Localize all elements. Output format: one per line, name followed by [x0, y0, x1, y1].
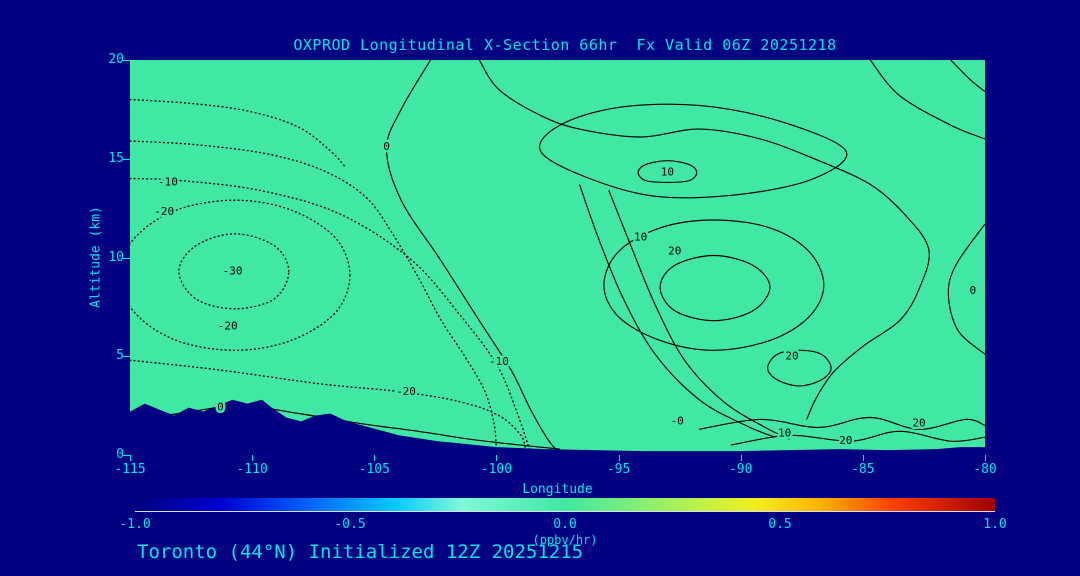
y-tick-label: 15 — [108, 150, 124, 166]
y-tick-label: 10 — [108, 249, 124, 265]
contour-label: 10 — [778, 426, 791, 439]
colorbar-units-label: (ppbv/hr) — [532, 533, 598, 547]
contour-label: 20 — [839, 434, 852, 447]
x-tick-label: -90 — [728, 462, 753, 477]
x-axis-label: Longitude — [522, 482, 593, 497]
colorbar-gradient — [135, 498, 995, 512]
contour-line-level-20 — [767, 349, 832, 387]
x-tick-label: -110 — [236, 462, 268, 477]
y-tick-mark — [123, 257, 130, 259]
colorbar-tick-label: -0.5 — [334, 517, 366, 532]
contour-line-level--30 — [178, 233, 290, 310]
x-tick-mark — [374, 455, 376, 461]
footer-text: Toronto (44°N) Initialized 12Z 20251215 — [137, 541, 584, 563]
contour-plot-svg: -10 -20 -30 -20 -20 -10 0 0 10 10 20 0 20 -0 10 20 20 — [130, 60, 985, 455]
y-tick-mark — [123, 356, 130, 358]
x-tick-label: -80 — [973, 462, 997, 477]
x-tick-label: -105 — [358, 462, 390, 477]
contour-label: 10 — [634, 231, 647, 244]
x-tick-label: -85 — [851, 462, 875, 477]
x-tick-mark — [496, 455, 498, 461]
colorbar-tick-label: 0.0 — [553, 517, 577, 532]
contour-line-level-0 — [538, 103, 848, 199]
contour-label: -20 — [396, 385, 416, 398]
contour-line-level-10 — [603, 219, 825, 351]
x-tick-mark — [618, 455, 620, 461]
contour-line-level-10 — [608, 190, 790, 440]
contour-line-level-0 — [869, 60, 985, 140]
contour-line-level-0 — [950, 60, 985, 93]
contour-line-level--20 — [130, 359, 527, 452]
x-tick-mark — [740, 455, 742, 461]
contour-line-level-20 — [730, 430, 985, 446]
contour-line-level--10 — [130, 98, 346, 168]
contour-label: 20 — [912, 416, 925, 429]
x-tick-mark — [862, 455, 864, 461]
contour-line-level-0 — [385, 60, 558, 452]
contour-line-level-0 — [947, 223, 985, 355]
colorbar-tick-label: 0.5 — [768, 517, 792, 532]
x-tick-label: -100 — [480, 462, 513, 477]
x-tick-label: -115 — [114, 462, 146, 477]
plot-field-fill — [130, 60, 985, 455]
terrain-silhouette — [130, 399, 985, 455]
contour-label: -10 — [489, 355, 509, 368]
x-tick-mark — [252, 455, 254, 461]
x-tick-label: -95 — [606, 462, 631, 477]
contour-line-level-20 — [659, 254, 771, 322]
contour-line-level-10 — [637, 160, 698, 183]
y-tick-mark — [123, 158, 130, 160]
contour-line-level-10 — [578, 184, 776, 438]
contour-line-level--10 — [130, 140, 498, 452]
y-tick-label: 5 — [116, 348, 124, 364]
colorbar-tick-label: 1.0 — [983, 517, 1007, 532]
y-tick-mark — [123, 455, 130, 456]
contour-plot-area: -10 -20 -30 -20 -20 -10 0 0 10 10 20 0 20 -0 10 20 20 — [130, 60, 985, 455]
contour-line-level-0 — [478, 60, 930, 420]
contour-line-level-10 — [699, 416, 985, 430]
contour-label: 20 — [785, 349, 798, 362]
contour-label: 10 — [661, 166, 674, 179]
y-tick-mark — [123, 60, 130, 61]
contour-label: -20 — [154, 205, 174, 218]
y-tick-label: 20 — [108, 52, 124, 67]
contour-label: -20 — [218, 320, 238, 333]
x-tick-mark — [130, 455, 131, 461]
contour-line-level--10 — [130, 177, 532, 454]
colorbar-tick-label: -1.0 — [119, 517, 151, 532]
y-tick-label: 0 — [116, 447, 124, 462]
contour-label: 0 — [383, 140, 390, 153]
contour-label: -0 — [671, 414, 684, 427]
contour-label: 0 — [969, 284, 976, 297]
contour-label: -10 — [158, 175, 178, 188]
contour-line-level--20 — [130, 199, 351, 352]
plot-title: OXPROD Longitudinal X-Section 66hr Fx Va… — [293, 36, 837, 54]
contour-label: -30 — [223, 264, 243, 277]
contour-label: 0 — [217, 401, 224, 414]
x-tick-mark — [985, 455, 986, 461]
contour-label: 20 — [668, 245, 681, 258]
